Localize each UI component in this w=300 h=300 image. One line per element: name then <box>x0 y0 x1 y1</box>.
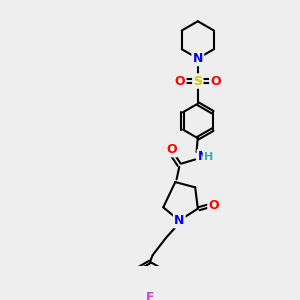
Text: F: F <box>146 291 154 300</box>
Text: N: N <box>174 214 184 227</box>
Text: O: O <box>166 143 177 156</box>
Text: O: O <box>208 200 219 212</box>
Text: N: N <box>193 52 203 65</box>
Text: N: N <box>198 150 208 163</box>
Text: O: O <box>210 75 221 88</box>
Text: S: S <box>193 75 202 88</box>
Text: H: H <box>204 152 213 162</box>
Text: O: O <box>175 75 185 88</box>
